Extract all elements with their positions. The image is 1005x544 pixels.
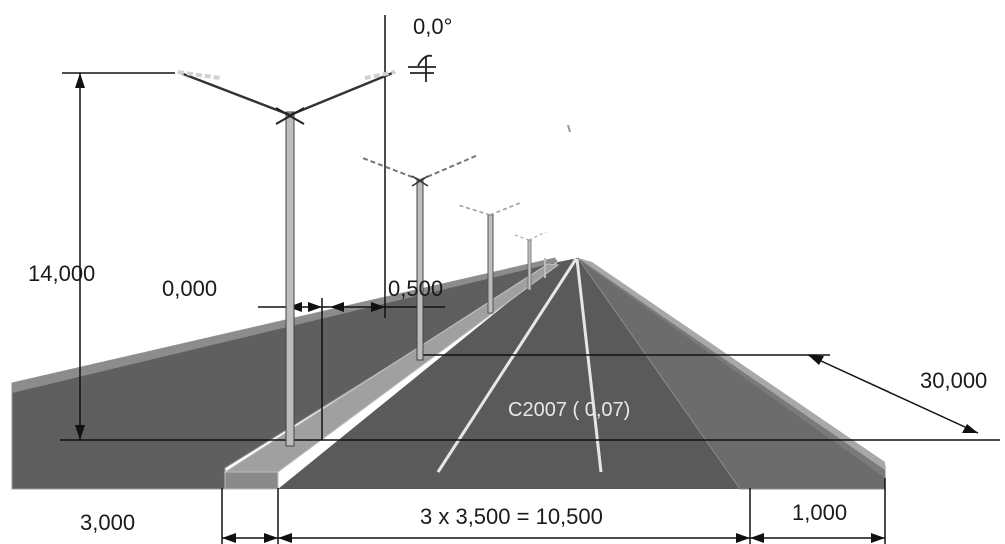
bottom-arrow-5 — [750, 533, 764, 543]
shoulder-label: 1,000 — [792, 500, 847, 525]
spacing-arrow-bottom — [962, 424, 978, 433]
angle-label: 0,0° — [413, 14, 452, 39]
median-front — [225, 472, 278, 489]
offset-label: 0,000 — [162, 276, 217, 301]
bottom-arrow-1 — [222, 533, 236, 543]
angle-icon — [408, 56, 436, 82]
surface-label: C2007 ( 0,07) — [508, 399, 630, 421]
overhang-label: 0,500 — [388, 276, 443, 301]
far-glare — [568, 125, 570, 132]
bottom-arrow-4 — [736, 533, 750, 543]
spacing-label: 30,000 — [920, 368, 987, 393]
bottom-arrow-2 — [264, 533, 278, 543]
height-arrow-top — [75, 73, 85, 88]
offset-arrow-2 — [308, 302, 322, 312]
median-width-label: 3,000 — [80, 510, 135, 535]
bottom-arrow-6 — [871, 533, 885, 543]
spacing-arrow-top — [808, 355, 824, 365]
lanes-label: 3 x 3,500 = 10,500 — [420, 504, 603, 529]
bottom-arrow-3 — [278, 533, 292, 543]
height-label: 14,000 — [28, 261, 95, 286]
spacing-dimension-line — [808, 355, 978, 433]
